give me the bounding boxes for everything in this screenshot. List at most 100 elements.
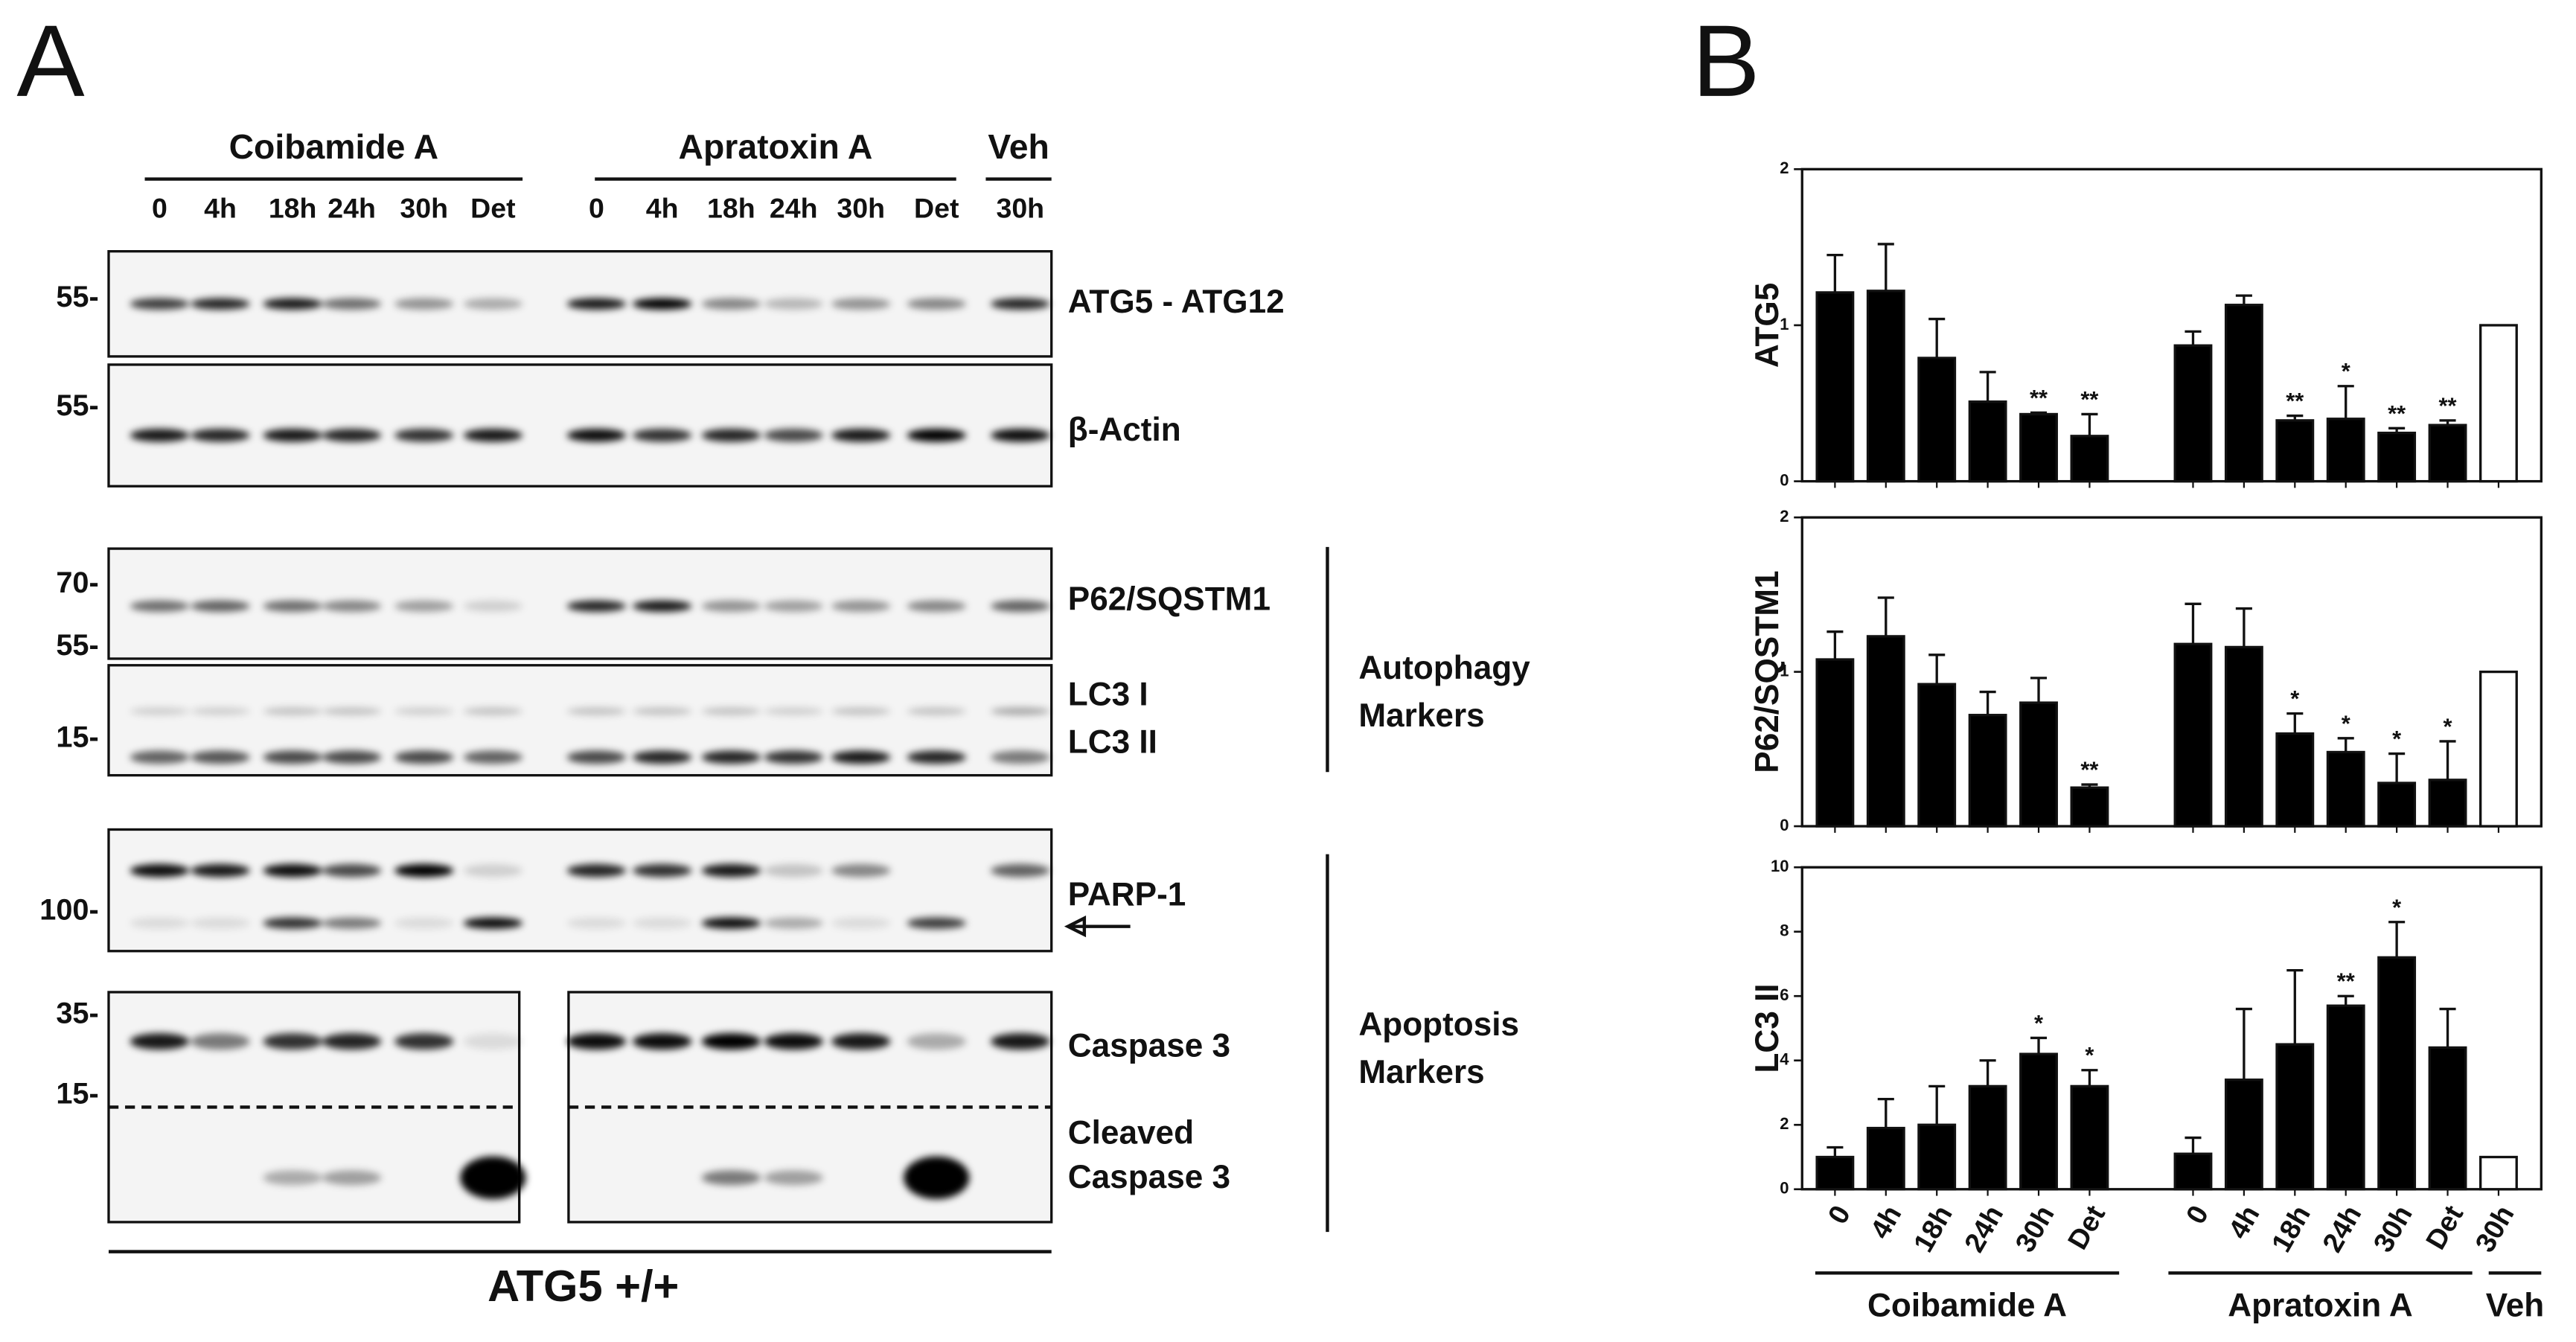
bar (1917, 357, 1957, 483)
bar (2275, 1043, 2315, 1191)
band (463, 600, 523, 613)
error-bar (2388, 752, 2406, 783)
bar (2428, 1046, 2467, 1191)
footer-label: ATG5 +/+ (488, 1261, 679, 1311)
band (764, 1170, 823, 1186)
band (701, 1033, 761, 1050)
blot-label: LC3 I (1068, 676, 1148, 712)
band (322, 863, 382, 878)
band (632, 600, 692, 613)
mw-marker: 35- (56, 997, 98, 1029)
significance: * (2290, 686, 2299, 712)
error-bar (1877, 243, 1894, 291)
error-bar (1826, 253, 1844, 293)
band (463, 428, 523, 442)
lane-label: 18h (707, 192, 755, 223)
error-bar (1928, 1084, 1946, 1125)
side-label: Markers (1358, 697, 1484, 734)
x-tick-label: 30h (2469, 1200, 2520, 1257)
band (764, 750, 823, 764)
bar (2326, 1004, 2365, 1191)
error-bar (2337, 994, 2354, 1006)
band (191, 298, 250, 310)
band (263, 917, 322, 929)
y-tick-label: 2 (1780, 159, 1789, 177)
band (263, 600, 322, 613)
band (463, 707, 523, 716)
band (831, 298, 891, 310)
band (991, 750, 1050, 764)
blot-label: Caspase 3 (1068, 1028, 1230, 1064)
band (991, 707, 1050, 716)
band (191, 750, 250, 764)
band (907, 600, 966, 613)
band (991, 600, 1050, 613)
band (566, 298, 627, 310)
brackets (108, 546, 1329, 1253)
band (263, 863, 322, 878)
band (463, 1033, 523, 1050)
group-label: Veh (988, 127, 1049, 166)
band (394, 600, 454, 613)
error-bar (2235, 607, 2252, 648)
band (394, 428, 454, 442)
bar (2019, 1052, 2058, 1191)
bar (1968, 400, 2007, 483)
bar (2479, 1155, 2518, 1191)
lane-label: 4h (204, 192, 237, 223)
band (831, 600, 891, 613)
y-tick-label: 6 (1780, 985, 1789, 1004)
band (130, 863, 190, 878)
panel-label: B (1692, 4, 1760, 118)
error-bar (2286, 414, 2304, 421)
y-tick-label: 1 (1780, 315, 1789, 333)
error-bar (2388, 426, 2406, 433)
error-bar (2030, 411, 2048, 415)
error-bar (2439, 740, 2456, 780)
band (764, 298, 823, 310)
band (991, 1033, 1050, 1050)
bar (2377, 956, 2417, 1191)
group-label: Coibamide A (229, 127, 438, 166)
blot-label: Caspase 3 (1068, 1159, 1230, 1195)
blot-label: β-Actin (1068, 412, 1181, 448)
band (701, 707, 761, 716)
bar (2428, 779, 2467, 828)
error-bar (2439, 419, 2456, 426)
band (191, 1033, 250, 1050)
lane-label: 30h (400, 192, 448, 223)
band (566, 600, 627, 613)
bar (2173, 1152, 2213, 1191)
band (394, 707, 454, 716)
band (263, 428, 322, 442)
significance: ** (2030, 385, 2048, 411)
band (701, 917, 761, 929)
band (566, 1033, 627, 1050)
bar (2377, 431, 2417, 483)
error-bar (2439, 1007, 2456, 1048)
band (701, 428, 761, 442)
bar (2019, 412, 2058, 483)
band (632, 750, 692, 764)
error-bar (1877, 1097, 1894, 1128)
band (463, 863, 523, 878)
error-bar (1928, 317, 1946, 358)
side-label: Autophagy (1358, 650, 1530, 686)
band (764, 707, 823, 716)
error-bar (2081, 783, 2098, 788)
bar (2224, 304, 2263, 483)
y-tick-label: 8 (1780, 921, 1789, 940)
bar (1968, 1084, 2007, 1191)
y-tick-label: 2 (1780, 507, 1789, 525)
band (632, 863, 692, 878)
band (263, 750, 322, 764)
band (831, 707, 891, 716)
bar (2070, 435, 2109, 483)
x-tick-label: 4h (1864, 1200, 1907, 1244)
band (322, 917, 382, 929)
band (566, 707, 627, 716)
band (764, 428, 823, 442)
band (907, 428, 966, 442)
significance: * (2342, 358, 2350, 384)
band (263, 298, 322, 310)
